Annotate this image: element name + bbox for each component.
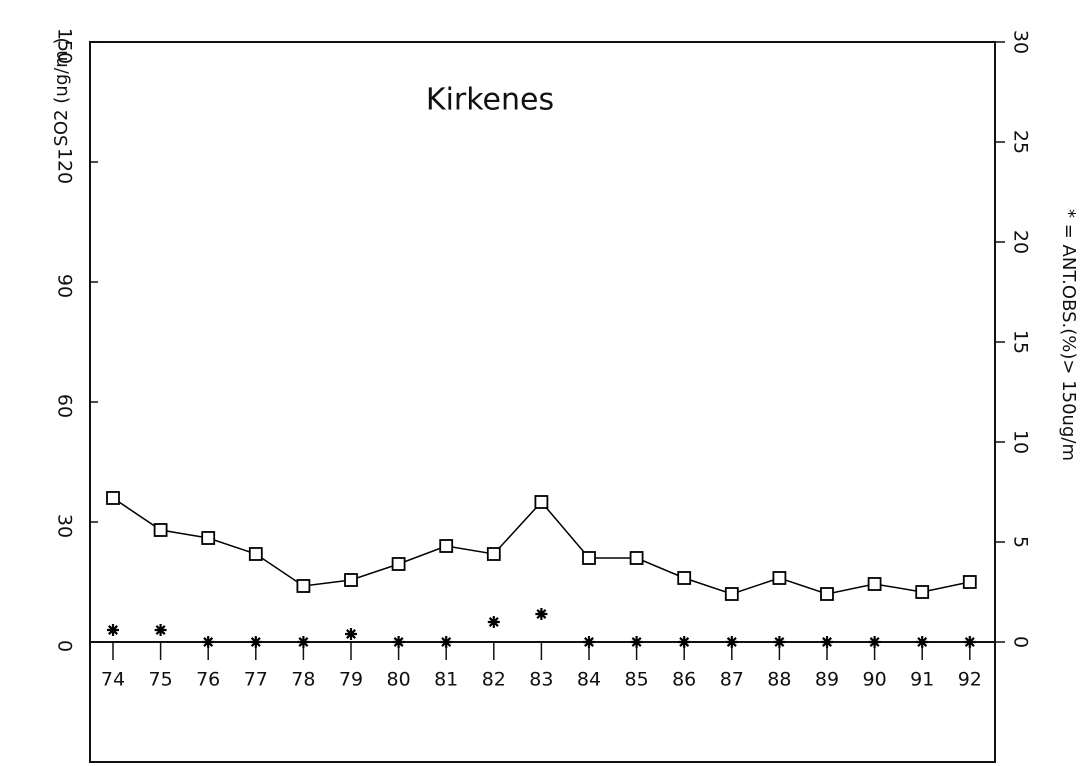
star-marker	[202, 636, 215, 648]
x-tick-label: 84	[577, 669, 601, 691]
square-marker	[201, 531, 216, 545]
star-marker	[821, 636, 833, 648]
square-marker	[962, 575, 977, 589]
star-marker	[345, 628, 357, 640]
star-marker	[249, 636, 262, 648]
x-tick-label: 88	[767, 669, 791, 691]
square-marker	[486, 547, 501, 561]
y-tick-label: 60	[54, 394, 76, 418]
x-tick-label: 79	[339, 669, 363, 691]
star-marker	[392, 636, 405, 648]
y2-tick-label: 30	[1010, 30, 1032, 54]
y-tick-label: 30	[54, 514, 76, 538]
y2-tick-label: 0	[1010, 636, 1032, 648]
star-marker	[868, 636, 881, 648]
square-marker	[248, 547, 263, 561]
x-tick-label: 87	[720, 669, 744, 691]
square-marker	[534, 495, 549, 509]
star-marker	[297, 636, 310, 648]
x-tick-label: 76	[196, 669, 220, 691]
star-marker	[154, 624, 167, 636]
square-marker	[296, 579, 311, 593]
x-tick-label: 92	[958, 669, 982, 691]
square-marker	[391, 557, 406, 571]
y2-tick-label: 5	[1010, 536, 1032, 548]
x-tick-label: 91	[910, 669, 934, 691]
star-marker	[487, 616, 500, 628]
y-tick-label: 0	[54, 640, 76, 652]
square-marker	[915, 585, 930, 599]
star-marker	[725, 636, 738, 648]
x-tick-label: 74	[101, 669, 125, 691]
x-tick-label: 83	[529, 669, 553, 691]
y2-tick-label: 15	[1010, 330, 1032, 354]
star-marker	[535, 608, 548, 620]
star-marker	[678, 636, 691, 648]
square-marker	[106, 491, 120, 505]
square-marker	[724, 587, 739, 601]
star-marker	[773, 636, 786, 648]
square-marker	[677, 571, 692, 585]
square-marker	[772, 571, 787, 585]
y-tick-label: 90	[54, 274, 76, 298]
star-marker	[583, 636, 595, 648]
chart-title: Kirkenes	[426, 83, 554, 118]
series-line	[112, 497, 970, 595]
star-marker	[916, 636, 929, 648]
star-marker	[963, 636, 976, 648]
y-tick-label: 150	[54, 28, 76, 64]
square-marker	[344, 573, 358, 587]
x-tick-label: 77	[244, 669, 268, 691]
x-tick-label: 75	[149, 669, 173, 691]
y2-axis-label: * = ANT.OBS.(%)> 150ug/m	[1058, 209, 1079, 461]
x-tick-label: 80	[387, 669, 411, 691]
star-marker	[440, 636, 453, 648]
star-marker	[107, 624, 119, 636]
y2-tick-label: 10	[1010, 430, 1032, 454]
star-marker	[630, 636, 643, 648]
x-tick-label: 90	[863, 669, 887, 691]
x-tick-label: 81	[434, 669, 458, 691]
x-tick-label: 82	[482, 669, 506, 691]
y-axis-label: SO2 (ug/m )	[51, 38, 72, 147]
plot-frame	[89, 41, 996, 763]
y2-tick-label: 25	[1010, 130, 1032, 154]
y-tick-label: 120	[54, 148, 76, 184]
x-tick-label: 86	[672, 669, 696, 691]
y2-tick-label: 20	[1010, 230, 1032, 254]
square-marker	[820, 587, 834, 601]
square-marker	[867, 577, 882, 591]
square-marker	[153, 523, 168, 537]
x-tick-label: 78	[291, 669, 315, 691]
x-tick-label: 85	[625, 669, 649, 691]
x-tick-label: 89	[815, 669, 839, 691]
square-marker	[582, 551, 596, 565]
square-marker	[629, 551, 644, 565]
square-marker	[439, 539, 454, 553]
